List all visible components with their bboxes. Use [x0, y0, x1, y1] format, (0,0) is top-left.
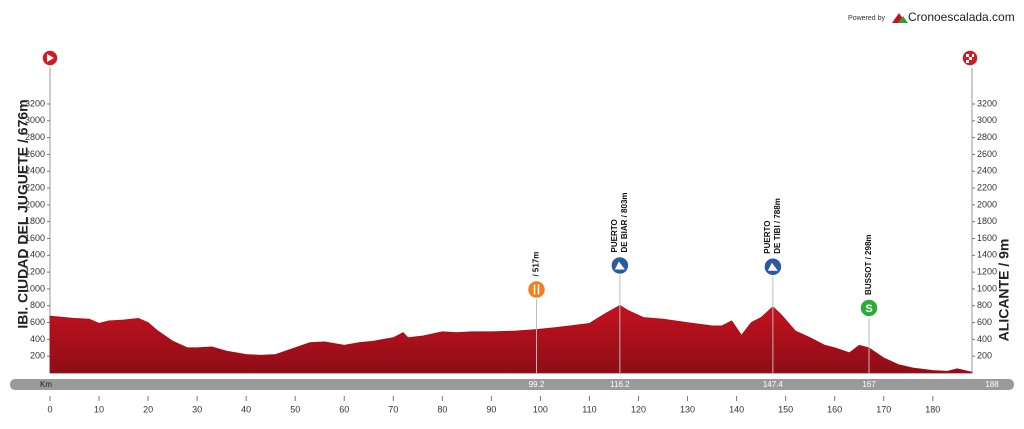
y-tick-label: 2800 [977, 132, 997, 142]
marker-label: PUERTO [763, 221, 772, 254]
brand: Cronoescalada.com [908, 10, 1015, 24]
km-bar-label: 99.2 [529, 380, 545, 389]
x-tick-label: 80 [437, 404, 447, 414]
marker-label: PUERTO [610, 219, 619, 252]
x-tick-label: 180 [925, 404, 940, 414]
x-tick-label: 170 [876, 404, 891, 414]
km-bar-label: 116.2 [610, 380, 630, 389]
x-tick-label: 0 [47, 404, 52, 414]
y-tick-label: 1200 [977, 267, 997, 277]
marker-label: BUSSOT / 298m [864, 234, 873, 294]
y-tick-label: 3000 [25, 115, 45, 125]
x-tick-label: 150 [778, 404, 793, 414]
km-bar [10, 379, 1014, 390]
y-tick-label: 2600 [977, 149, 997, 159]
x-tick-label: 160 [827, 404, 842, 414]
y-tick-label: 2000 [977, 199, 997, 209]
y-tick-label: 200 [30, 351, 45, 361]
elevation-area [49, 305, 973, 374]
powered-by: Powered by [848, 15, 885, 22]
climb-symbol [614, 261, 625, 270]
x-tick-label: 30 [192, 404, 202, 414]
y-tick-label: 400 [30, 334, 45, 344]
marker-label: DE BIAR / 803m [620, 192, 629, 252]
x-end-label: 188 [985, 380, 999, 389]
y-tick-label: 3200 [977, 98, 997, 108]
start-icon [41, 49, 59, 67]
x-tick-label: 20 [143, 404, 153, 414]
marker-label: DE TIBI / 788m [773, 198, 782, 254]
y-tick-label: 1600 [25, 233, 45, 243]
marker-label: / 517m [532, 252, 541, 277]
y-tick-label: 1800 [25, 216, 45, 226]
start-label: IBI. CIUDAD DEL JUGUETE / 676m [15, 99, 31, 328]
y-tick-label: 2800 [25, 132, 45, 142]
km-bar-label: 167 [862, 380, 876, 389]
x-tick-label: 90 [486, 404, 496, 414]
x-axis-label: Km [40, 380, 52, 389]
y-tick-label: 600 [30, 317, 45, 327]
y-tick-label: 2400 [25, 166, 45, 176]
x-tick-label: 50 [290, 404, 300, 414]
y-tick-label: 1400 [977, 250, 997, 260]
y-tick-label: 200 [977, 351, 992, 361]
y-tick-label: 800 [30, 300, 45, 310]
y-tick-label: 3000 [977, 115, 997, 125]
x-tick-label: 140 [729, 404, 744, 414]
climb-symbol [767, 262, 778, 271]
km-bar-label: 147.4 [763, 380, 784, 389]
x-tick-label: 70 [388, 404, 398, 414]
x-tick-label: 110 [582, 404, 596, 414]
x-tick-label: 60 [339, 404, 349, 414]
y-tick-label: 2600 [25, 149, 45, 159]
y-tick-label: 800 [977, 300, 992, 310]
x-tick-label: 120 [631, 404, 646, 414]
y-tick-label: 1600 [977, 233, 997, 243]
brand-logo [898, 16, 908, 23]
marker-icon [526, 279, 547, 300]
y-tick-label: 3200 [25, 98, 45, 108]
y-tick-label: 400 [977, 334, 992, 344]
y-tick-label: 2400 [977, 166, 997, 176]
y-tick-label: 2200 [977, 182, 997, 192]
y-tick-label: 1000 [25, 283, 45, 293]
x-tick-label: 40 [241, 404, 251, 414]
marker-icon-text: S [865, 303, 872, 315]
y-tick-label: 1200 [25, 267, 45, 277]
marker-icon [859, 298, 879, 318]
y-tick-label: 1800 [977, 216, 997, 226]
x-tick-label: 100 [533, 404, 548, 414]
finish-icon [961, 49, 979, 67]
feed-symbol [533, 284, 540, 295]
x-tick-label: 130 [680, 404, 695, 414]
y-tick-label: 1400 [25, 250, 45, 260]
x-tick-label: 10 [94, 404, 104, 414]
y-tick-label: 2000 [25, 199, 45, 209]
finish-label: ALICANTE / 9m [996, 239, 1012, 342]
y-tick-label: 1000 [977, 283, 997, 293]
y-tick-label: 600 [977, 317, 992, 327]
y-tick-label: 2200 [25, 182, 45, 192]
